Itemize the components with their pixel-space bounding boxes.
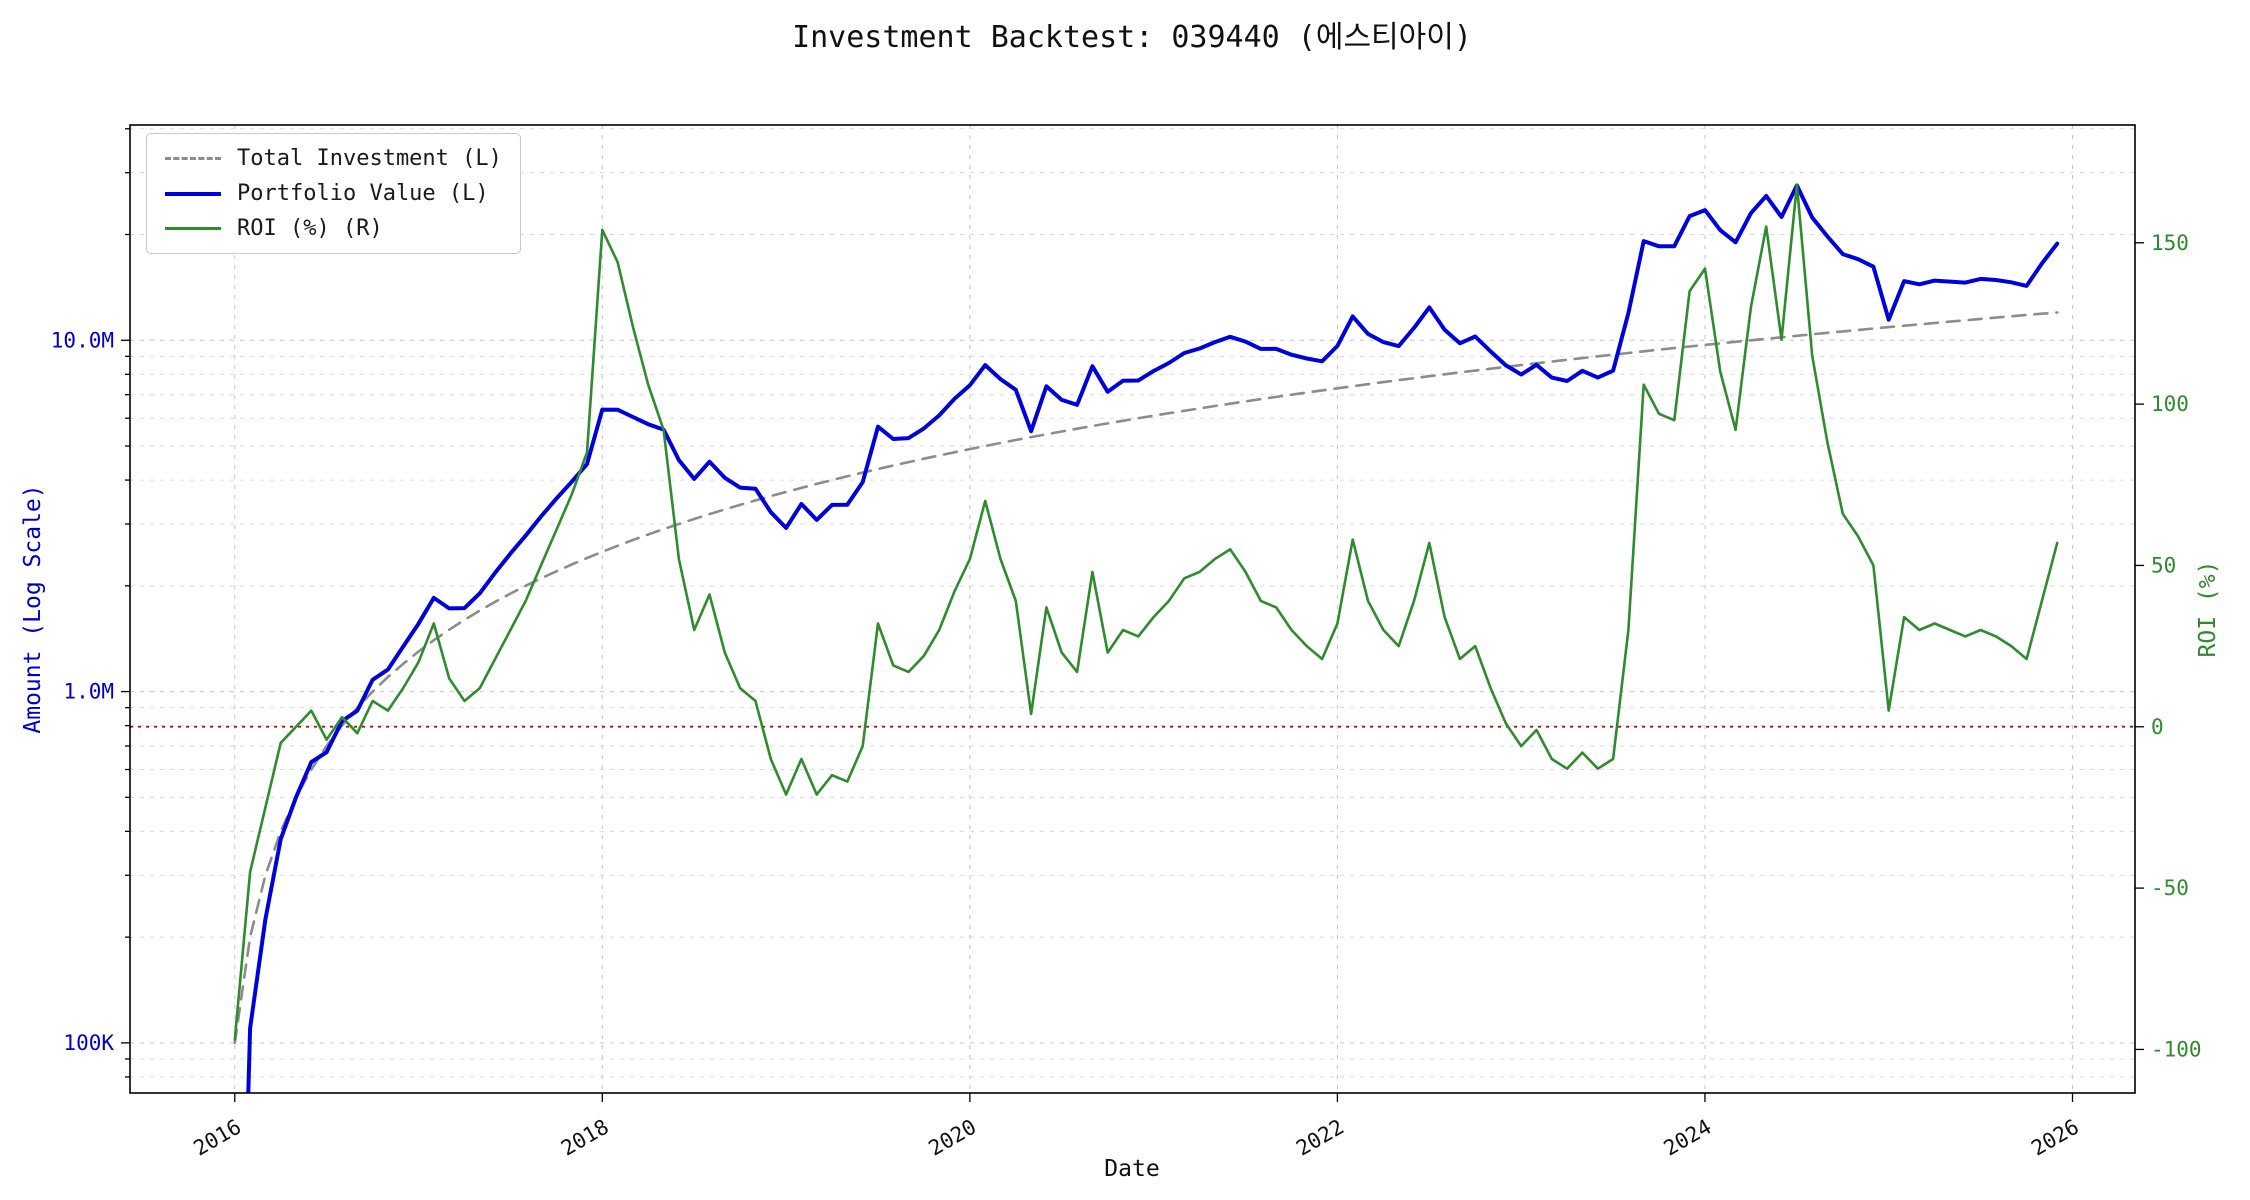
legend-item-total-investment: Total Investment (L)	[165, 146, 502, 171]
y-right-tick-label: 0	[2151, 715, 2164, 739]
legend-label-total-investment: Total Investment (L)	[237, 146, 502, 171]
solid-line-sample-icon	[165, 227, 221, 230]
x-tick-label: 2022	[1292, 1115, 1348, 1161]
series-line-2	[233, 183, 2059, 1042]
y-right-tick-label: 150	[2151, 231, 2189, 255]
x-tick-label: 2016	[189, 1115, 245, 1161]
y-right-tick-label: -50	[2151, 876, 2189, 900]
y-left-tick-label: 1.0M	[63, 680, 114, 704]
series-line-1	[246, 183, 2060, 1093]
y-axis-right-label: ROI (%)	[2195, 561, 2221, 658]
legend: Total Investment (L) Portfolio Value (L)…	[146, 133, 521, 254]
y-left-tick-label: 10.0M	[51, 328, 114, 352]
x-tick-label: 2018	[557, 1115, 613, 1161]
x-tick-label: 2024	[1660, 1115, 1716, 1161]
y-axis-left-label: Amount (Log Scale)	[20, 484, 46, 733]
legend-label-roi: ROI (%) (R)	[237, 216, 383, 241]
series-layer	[233, 183, 2060, 1093]
chart-title: Investment Backtest: 039440 (에스티아이)	[792, 20, 1472, 55]
legend-label-portfolio-value: Portfolio Value (L)	[237, 181, 489, 206]
x-tick-label: 2020	[925, 1115, 981, 1161]
grid-layer	[130, 125, 2135, 1093]
y-right-tick-label: 50	[2151, 553, 2176, 577]
x-axis-label: Date	[1104, 1156, 1159, 1182]
x-tick-label: 2026	[2027, 1115, 2083, 1161]
solid-line-sample-icon	[165, 191, 221, 196]
y-right-tick-label: -100	[2151, 1037, 2202, 1061]
series-line-0	[233, 311, 2059, 1045]
y-left-tick-label: 100K	[63, 1031, 114, 1055]
legend-item-roi: ROI (%) (R)	[165, 216, 502, 241]
dashed-line-sample-icon	[165, 157, 221, 160]
plot-border	[129, 124, 2136, 1094]
legend-item-portfolio-value: Portfolio Value (L)	[165, 181, 502, 206]
y-right-tick-label: 100	[2151, 392, 2189, 416]
